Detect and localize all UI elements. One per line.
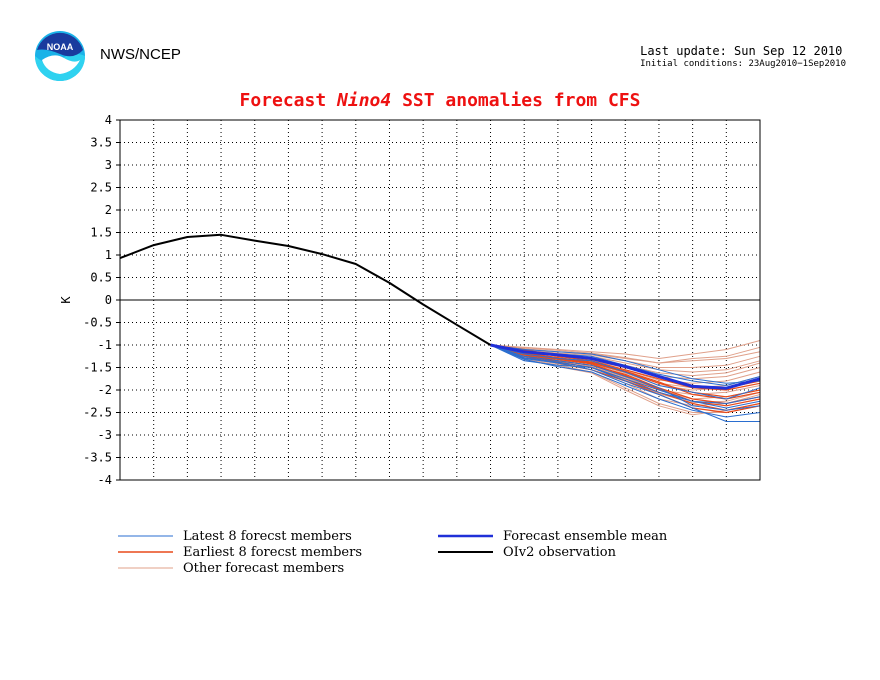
y-tick-labels: 4 3.5 3 2.5 2 1.5 1 0.5 0 -0.5 -1 -1.5 -2 -2.5 -3 -3.5 -… xyxy=(83,113,120,487)
title-prefix: Forecast xyxy=(239,90,338,111)
other-member-line xyxy=(490,340,761,359)
other-member-line xyxy=(490,344,761,413)
noaa-logo-icon: NOAA xyxy=(35,31,85,81)
y-tick-label: 1.5 xyxy=(90,226,112,240)
y-tick-label: 4 xyxy=(105,113,112,127)
latest-member-line xyxy=(490,344,761,384)
y-tick-label: 0 xyxy=(105,293,112,307)
y-tick-label: 2 xyxy=(105,203,112,217)
ensemble-mean xyxy=(490,343,761,390)
observation-line xyxy=(119,233,492,346)
latest-member-line xyxy=(490,344,761,400)
legend-label-observation: OIv2 observation xyxy=(503,545,617,560)
other-member-line xyxy=(490,344,761,364)
y-tick-label: -3 xyxy=(98,428,112,442)
ensemble-mean-line xyxy=(490,343,761,390)
y-tick-label: 1 xyxy=(105,248,112,262)
y-tick-label: -0.5 xyxy=(83,316,112,330)
earliest-member-line xyxy=(490,344,761,400)
legend-label-latest: Latest 8 forecst members xyxy=(183,529,352,544)
y-tick-label: 0.5 xyxy=(90,271,112,285)
update-info: Last update: Sun Sep 12 2010 Initial con… xyxy=(640,44,846,69)
title-suffix: SST anomalies from CFS xyxy=(391,90,641,111)
plot-frame xyxy=(119,119,761,481)
y-tick-label: -4 xyxy=(98,473,112,487)
other-member-line xyxy=(490,344,761,364)
latest-member-line xyxy=(490,344,761,411)
y-tick-label: -2 xyxy=(98,383,112,397)
y-tick-label: 2.5 xyxy=(90,181,112,195)
org-name: NWS/NCEP xyxy=(100,46,181,63)
y-tick-label: -1.5 xyxy=(83,361,112,375)
title-region: Nino4 xyxy=(337,90,392,111)
y-tick-label: -2.5 xyxy=(83,406,112,420)
observation xyxy=(119,233,492,346)
y-tick-label: 3.5 xyxy=(90,136,112,150)
chart-title: Forecast Nino4 SST anomalies from CFS xyxy=(0,90,880,111)
legend-label-other: Other forecast members xyxy=(183,561,344,576)
svg-text:NOAA: NOAA xyxy=(47,42,74,52)
y-axis-label: K xyxy=(59,296,73,304)
last-update: Last update: Sun Sep 12 2010 xyxy=(640,44,843,58)
legend-label-earliest: Earliest 8 forecst members xyxy=(183,545,362,560)
latest-member-line xyxy=(490,344,761,418)
latest-member-line xyxy=(490,344,760,422)
initial-conditions: Initial conditions: 23Aug2010−1Sep2010 xyxy=(640,59,846,69)
y-tick-label: -1 xyxy=(98,338,112,352)
y-tick-label: 3 xyxy=(105,158,112,172)
latest-member-line xyxy=(490,344,761,409)
y-tick-label: -3.5 xyxy=(83,451,112,465)
legend-label-mean: Forecast ensemble mean xyxy=(503,529,668,544)
